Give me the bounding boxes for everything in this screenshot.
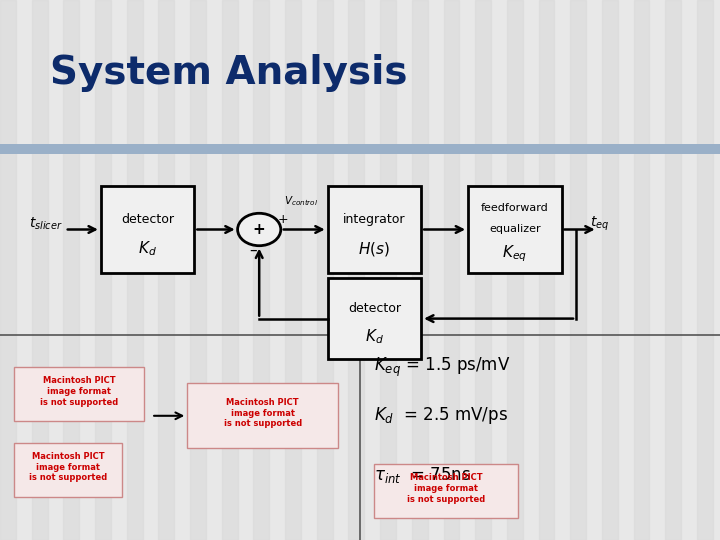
Circle shape: [238, 213, 281, 246]
Text: image format: image format: [37, 463, 100, 471]
Text: feedforward: feedforward: [481, 203, 549, 213]
Bar: [412, 0, 428, 540]
Bar: [475, 0, 491, 540]
Text: –: –: [249, 243, 256, 258]
Bar: [697, 0, 713, 540]
Text: $\tau_{int}$  = 75ns: $\tau_{int}$ = 75ns: [374, 465, 472, 485]
Bar: [190, 0, 206, 540]
Bar: [539, 0, 554, 540]
Text: equalizer: equalizer: [489, 225, 541, 234]
FancyBboxPatch shape: [101, 186, 194, 273]
Bar: [570, 0, 586, 540]
Bar: [444, 0, 459, 540]
Text: $V_{control}$: $V_{control}$: [284, 194, 319, 208]
Bar: [32, 0, 48, 540]
Bar: [222, 0, 238, 540]
Text: $K_d$: $K_d$: [365, 327, 384, 346]
Text: $t_{eq}$: $t_{eq}$: [590, 215, 610, 233]
FancyBboxPatch shape: [374, 464, 518, 518]
Text: is not supported: is not supported: [224, 420, 302, 428]
Text: $K_{eq}$ = 1.5 ps/mV: $K_{eq}$ = 1.5 ps/mV: [374, 356, 510, 379]
Text: $H(s)$: $H(s)$: [359, 240, 390, 258]
Text: is not supported: is not supported: [408, 495, 485, 504]
FancyBboxPatch shape: [14, 443, 122, 497]
FancyBboxPatch shape: [187, 383, 338, 448]
Text: image format: image format: [231, 409, 294, 417]
Text: detector: detector: [348, 302, 401, 315]
Text: Macintosh PICT: Macintosh PICT: [410, 474, 482, 482]
Text: System Analysis: System Analysis: [50, 54, 408, 92]
Bar: [380, 0, 396, 540]
FancyBboxPatch shape: [14, 367, 144, 421]
Bar: [95, 0, 111, 540]
Text: is not supported: is not supported: [40, 398, 118, 407]
Bar: [602, 0, 618, 540]
Text: Macintosh PICT: Macintosh PICT: [32, 452, 104, 461]
Text: $K_d$: $K_d$: [138, 239, 157, 258]
Text: image format: image format: [48, 387, 111, 396]
Bar: [507, 0, 523, 540]
Bar: [665, 0, 681, 540]
Text: $K_{eq}$: $K_{eq}$: [503, 244, 527, 264]
Bar: [63, 0, 79, 540]
Text: Macintosh PICT: Macintosh PICT: [43, 376, 115, 385]
Text: $K_d$  = 2.5 mV/ps: $K_d$ = 2.5 mV/ps: [374, 406, 508, 426]
Text: Macintosh PICT: Macintosh PICT: [227, 398, 299, 407]
Bar: [127, 0, 143, 540]
Bar: [0, 0, 16, 540]
Text: integrator: integrator: [343, 213, 405, 226]
Text: +: +: [253, 222, 266, 237]
Text: detector: detector: [121, 213, 174, 226]
Bar: [158, 0, 174, 540]
Bar: [348, 0, 364, 540]
Text: is not supported: is not supported: [30, 474, 107, 482]
FancyBboxPatch shape: [468, 186, 562, 273]
FancyBboxPatch shape: [328, 186, 421, 273]
Bar: [253, 0, 269, 540]
Text: +: +: [278, 213, 288, 226]
FancyBboxPatch shape: [328, 278, 421, 359]
Bar: [285, 0, 301, 540]
Text: image format: image format: [415, 484, 478, 493]
Text: $t_{slicer}$: $t_{slicer}$: [29, 216, 63, 232]
Bar: [634, 0, 649, 540]
FancyBboxPatch shape: [0, 144, 720, 154]
Bar: [317, 0, 333, 540]
